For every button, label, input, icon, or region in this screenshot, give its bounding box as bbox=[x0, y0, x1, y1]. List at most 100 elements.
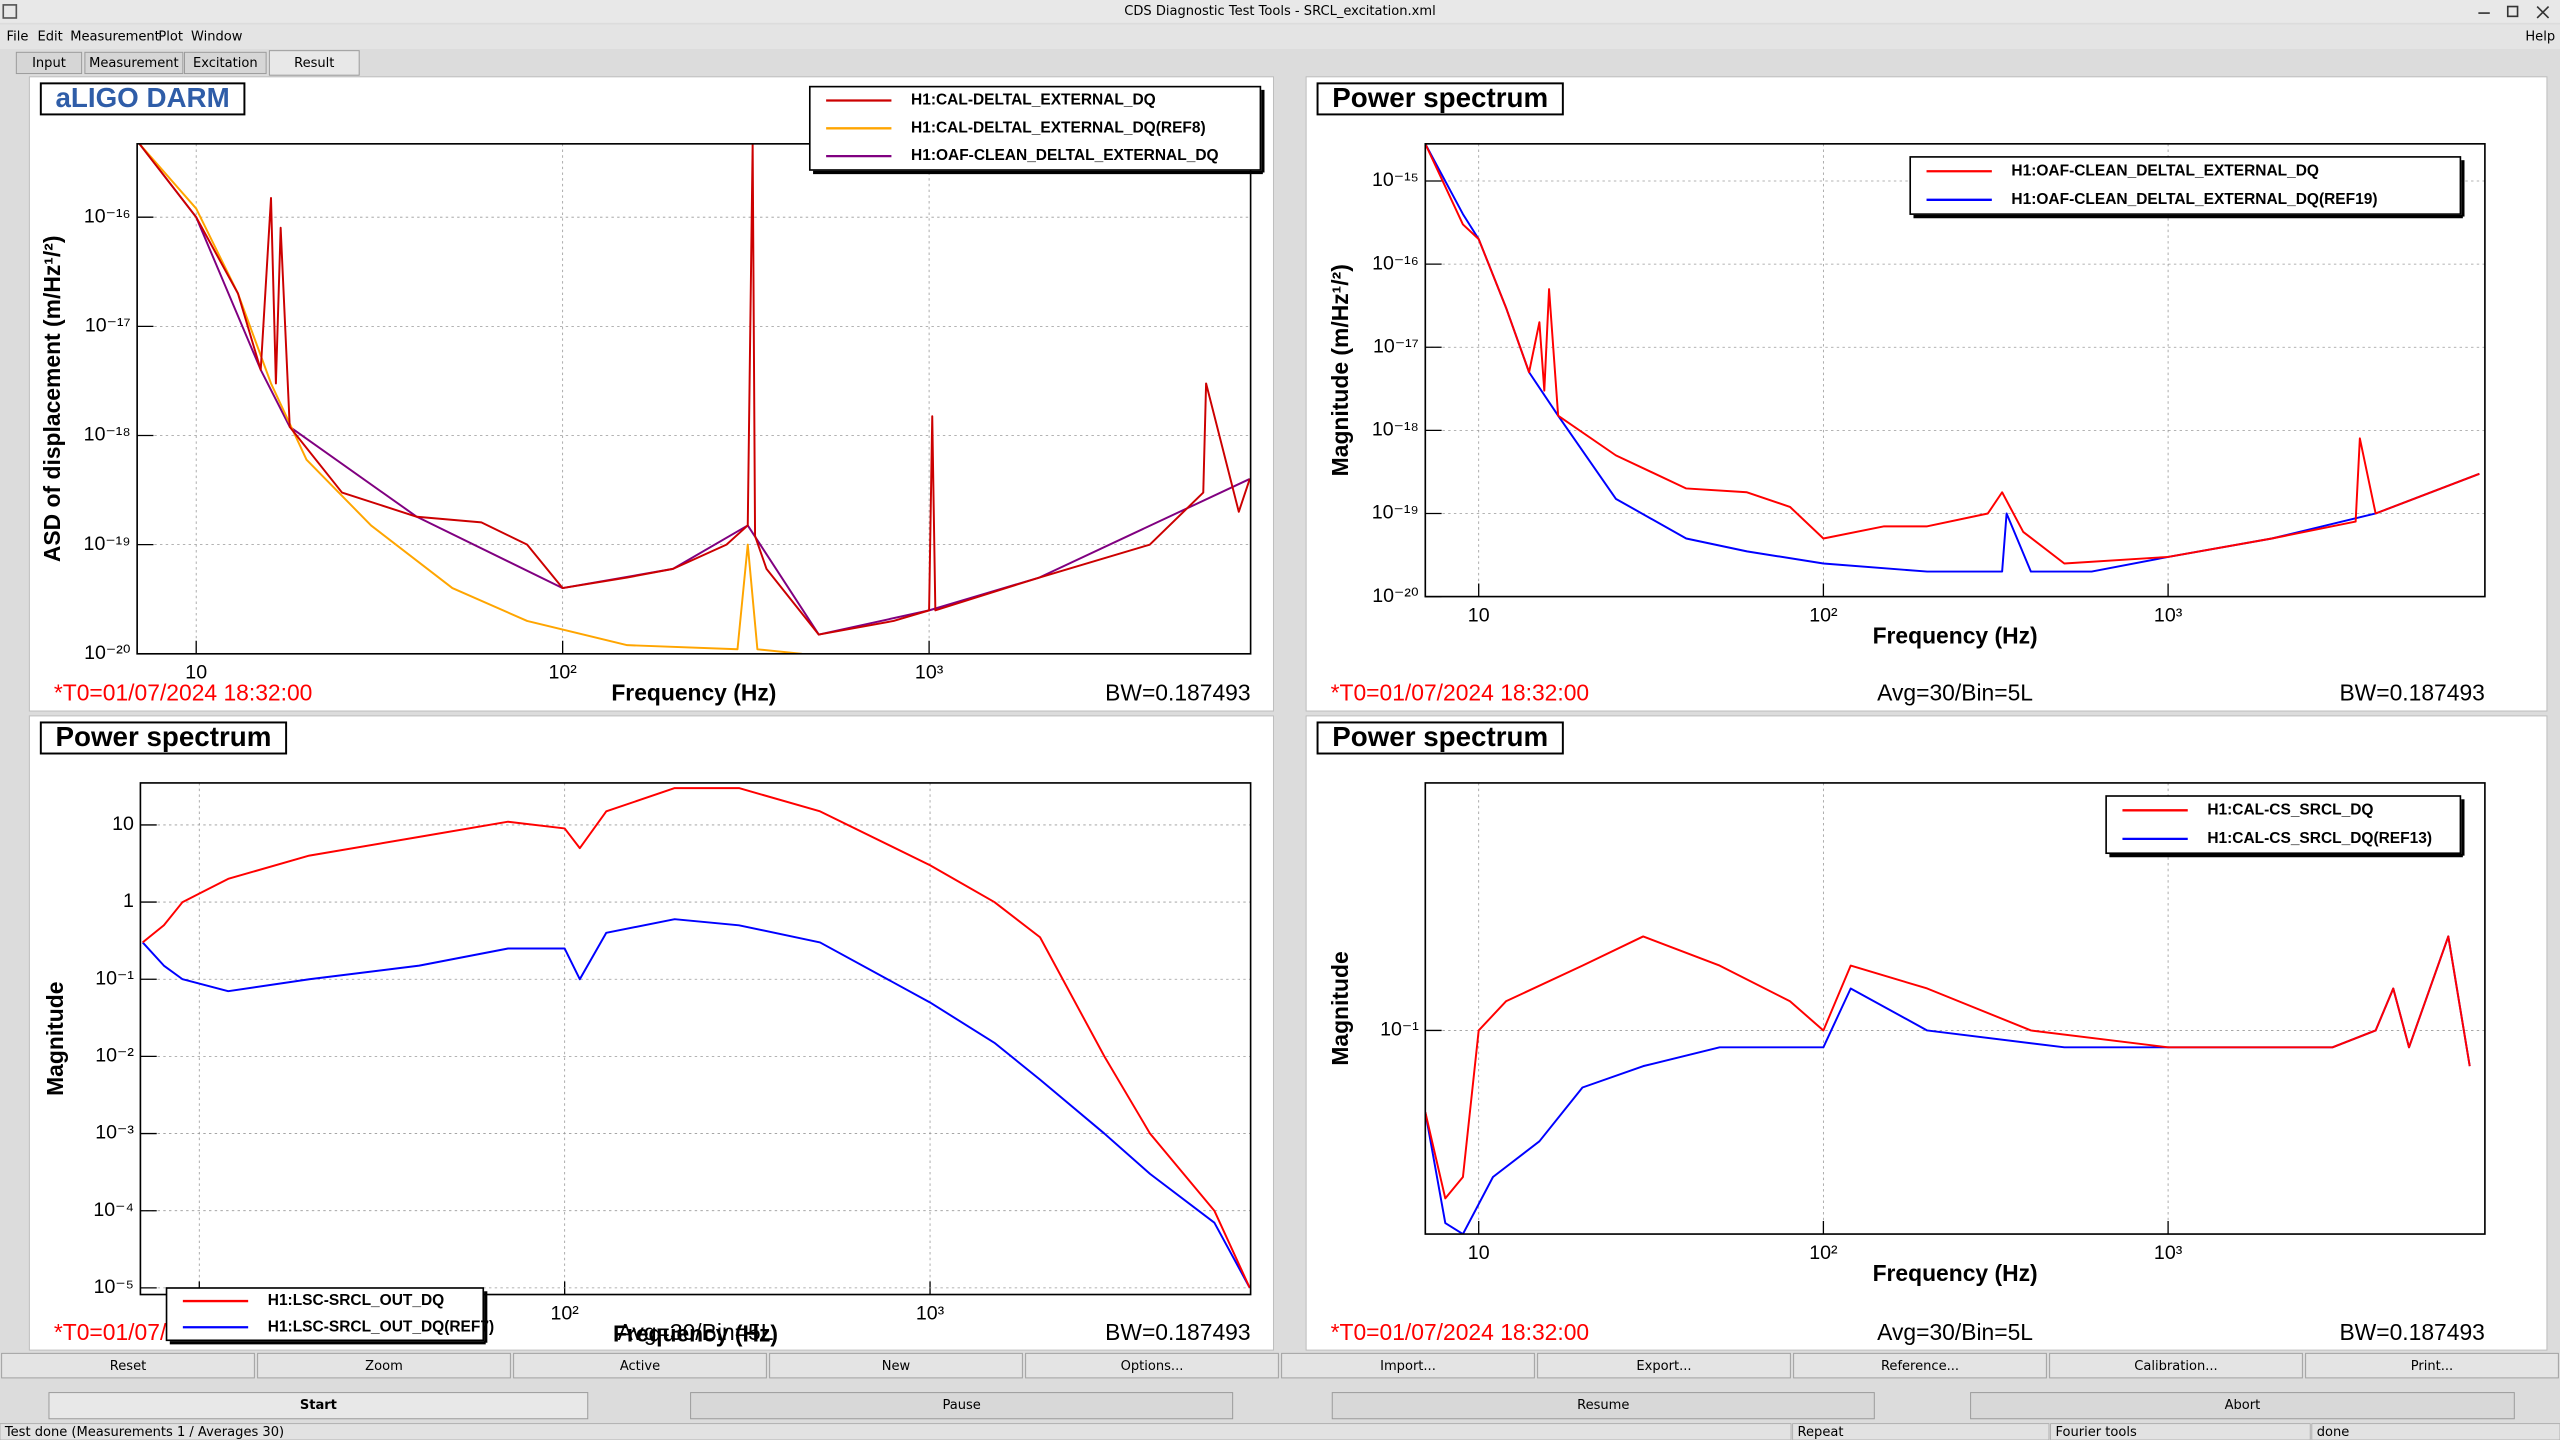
legend-label: H1:LSC-SRCL_OUT_DQ(REF7) bbox=[268, 1318, 494, 1335]
x-tick-label: 10² bbox=[1809, 604, 1838, 626]
tab-label[interactable]: Input bbox=[32, 56, 66, 71]
menu-item[interactable]: File bbox=[7, 29, 29, 44]
button-label[interactable]: Calibration... bbox=[2134, 1359, 2217, 1374]
legend-label: H1:CAL-DELTAL_EXTERNAL_DQ(REF8) bbox=[911, 119, 1206, 136]
annotation: *T0=01/07/2024 18:32:00 bbox=[1331, 1319, 1590, 1345]
button-label[interactable]: Reference... bbox=[1881, 1359, 1959, 1374]
series-line bbox=[1425, 143, 2480, 565]
window-title: CDS Diagnostic Test Tools - SRCL_excitat… bbox=[1124, 4, 1435, 19]
plot-area bbox=[137, 143, 1251, 654]
button[interactable] bbox=[1281, 1352, 1535, 1379]
button-label[interactable]: New bbox=[882, 1359, 911, 1374]
button[interactable] bbox=[1, 1352, 255, 1379]
button[interactable] bbox=[1793, 1352, 2047, 1379]
button[interactable] bbox=[1537, 1352, 1791, 1379]
y-tick-label: 10⁻¹⁶ bbox=[84, 205, 131, 227]
run-button-label[interactable]: Resume bbox=[1577, 1398, 1629, 1413]
button-label[interactable]: Print... bbox=[2411, 1359, 2453, 1374]
plot-frame bbox=[139, 782, 1252, 1296]
plot-area bbox=[140, 782, 1251, 1295]
button-label[interactable]: Export... bbox=[1636, 1359, 1691, 1374]
annotation: BW=0.187493 bbox=[1105, 680, 1250, 706]
x-tick-label: 10² bbox=[548, 662, 577, 684]
maximize[interactable] bbox=[2506, 5, 2519, 18]
y-tick-label: 10⁻² bbox=[95, 1045, 134, 1067]
x-tick-label: 10³ bbox=[2154, 604, 2183, 626]
tab[interactable] bbox=[15, 51, 83, 75]
run-button[interactable] bbox=[48, 1392, 589, 1420]
menu-bar bbox=[0, 24, 2560, 50]
legend-label: H1:LSC-SRCL_OUT_DQ bbox=[268, 1292, 444, 1309]
y-tick-label: 10⁻¹ bbox=[95, 967, 134, 989]
button[interactable] bbox=[513, 1352, 767, 1379]
annotation: *T0=01/07/2024 18:32:00 bbox=[1331, 680, 1590, 706]
tab[interactable] bbox=[184, 51, 267, 75]
y-axis-label: Magnitude (m/Hz¹/²) bbox=[1327, 264, 1353, 476]
status-text: Repeat bbox=[1798, 1425, 1844, 1440]
close[interactable] bbox=[2536, 5, 2550, 19]
status-cell bbox=[2311, 1423, 2560, 1440]
tab-label[interactable]: Result bbox=[294, 56, 334, 71]
plot-frame bbox=[136, 143, 1252, 655]
button-label[interactable]: Zoom bbox=[365, 1359, 403, 1374]
y-tick-label: 10⁻¹⁵ bbox=[1372, 169, 1419, 191]
tab-label[interactable]: Excitation bbox=[193, 56, 258, 71]
legend-label: H1:OAF-CLEAN_DELTAL_EXTERNAL_DQ(REF19) bbox=[2011, 191, 2377, 208]
legend-box bbox=[1909, 156, 2462, 215]
plot-panel: 10 10² 10³ 10⁻¹ Frequency (Hz) Magnitude *T0=0… bbox=[1305, 715, 2548, 1351]
run-button[interactable] bbox=[1970, 1392, 2515, 1420]
series-line bbox=[138, 143, 1251, 636]
window-controls[interactable] bbox=[2478, 5, 2550, 19]
x-tick-label: 10² bbox=[1809, 1242, 1838, 1264]
y-tick-label: 10⁻¹⁹ bbox=[1372, 502, 1419, 524]
y-tick-label: 10⁻¹ bbox=[1380, 1019, 1419, 1041]
series-group bbox=[1425, 935, 2471, 1235]
tab[interactable] bbox=[268, 50, 360, 76]
y-tick-label: 10⁻²⁰ bbox=[1372, 585, 1419, 607]
status-text: done bbox=[2317, 1425, 2350, 1440]
y-tick-label: 10⁻⁵ bbox=[94, 1276, 134, 1298]
x-tick-label: 10² bbox=[551, 1302, 580, 1324]
run-button[interactable] bbox=[1331, 1392, 1875, 1420]
run-button-label[interactable]: Start bbox=[300, 1398, 337, 1413]
menu-item[interactable]: Window bbox=[191, 29, 243, 44]
x-axis-label: Frequency (Hz) bbox=[1873, 622, 2038, 648]
button[interactable] bbox=[2305, 1352, 2559, 1379]
run-button-label[interactable]: Abort bbox=[2225, 1398, 2261, 1413]
tab-label[interactable]: Measurement bbox=[89, 56, 179, 71]
plot-title-box bbox=[1316, 721, 1564, 755]
button-label[interactable]: Reset bbox=[110, 1359, 146, 1374]
menu-help[interactable]: Help bbox=[2525, 29, 2555, 44]
button-label[interactable]: Options... bbox=[1121, 1359, 1184, 1374]
button[interactable] bbox=[769, 1352, 1023, 1379]
series-line bbox=[1425, 935, 2471, 1200]
menu-item[interactable]: Plot bbox=[158, 29, 183, 44]
menu-item[interactable]: Measurement bbox=[70, 29, 160, 44]
plot-title: aLIGO DARM bbox=[56, 82, 230, 113]
annotation: *T0=01/07/2024 18:32:00 bbox=[54, 680, 313, 706]
plot-title: Power spectrum bbox=[56, 721, 272, 752]
button[interactable] bbox=[257, 1352, 511, 1379]
menu-item[interactable]: Edit bbox=[38, 29, 63, 44]
button-label[interactable]: Import... bbox=[1380, 1359, 1436, 1374]
button[interactable] bbox=[1025, 1352, 1279, 1379]
button-label[interactable]: Active bbox=[620, 1359, 660, 1374]
y-axis-label: ASD of displacement (m/Hz¹/²) bbox=[39, 236, 65, 563]
plot-panel: 10 10² 10³ 10⁻²⁰ 10⁻¹⁹ 10⁻¹⁸ 10⁻¹⁷ 10⁻¹⁶ Frequen… bbox=[28, 76, 1274, 712]
series-group bbox=[138, 143, 1251, 654]
plot-title: Power spectrum bbox=[1332, 721, 1548, 752]
y-tick-label: 10⁻¹⁷ bbox=[1373, 335, 1419, 357]
y-tick-label: 10⁻²⁰ bbox=[84, 642, 131, 664]
button[interactable] bbox=[2049, 1352, 2303, 1379]
y-tick-label: 10⁻¹⁸ bbox=[84, 424, 131, 446]
annotation: Avg=30/Bin=5L bbox=[618, 1319, 774, 1345]
x-tick-label: 10 bbox=[1468, 604, 1490, 626]
status-cell bbox=[0, 1423, 1792, 1440]
legend-box bbox=[165, 1287, 485, 1342]
run-button[interactable] bbox=[690, 1392, 1234, 1420]
run-button-label[interactable]: Pause bbox=[942, 1398, 980, 1413]
x-tick-label: 10³ bbox=[915, 662, 944, 684]
y-tick-label: 10⁻¹⁷ bbox=[85, 315, 131, 337]
series-group bbox=[1425, 143, 2480, 573]
tab[interactable] bbox=[84, 51, 184, 75]
